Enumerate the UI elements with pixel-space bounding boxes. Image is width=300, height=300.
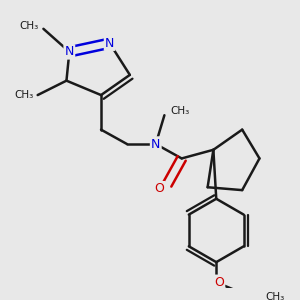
Text: CH₃: CH₃ (14, 90, 33, 100)
Text: CH₃: CH₃ (170, 106, 189, 116)
Text: CH₃: CH₃ (265, 292, 284, 300)
Text: N: N (65, 45, 74, 58)
Text: CH₃: CH₃ (20, 21, 39, 31)
Text: N: N (105, 37, 114, 50)
Text: O: O (154, 182, 164, 195)
Text: N: N (151, 137, 160, 151)
Text: O: O (214, 276, 224, 289)
